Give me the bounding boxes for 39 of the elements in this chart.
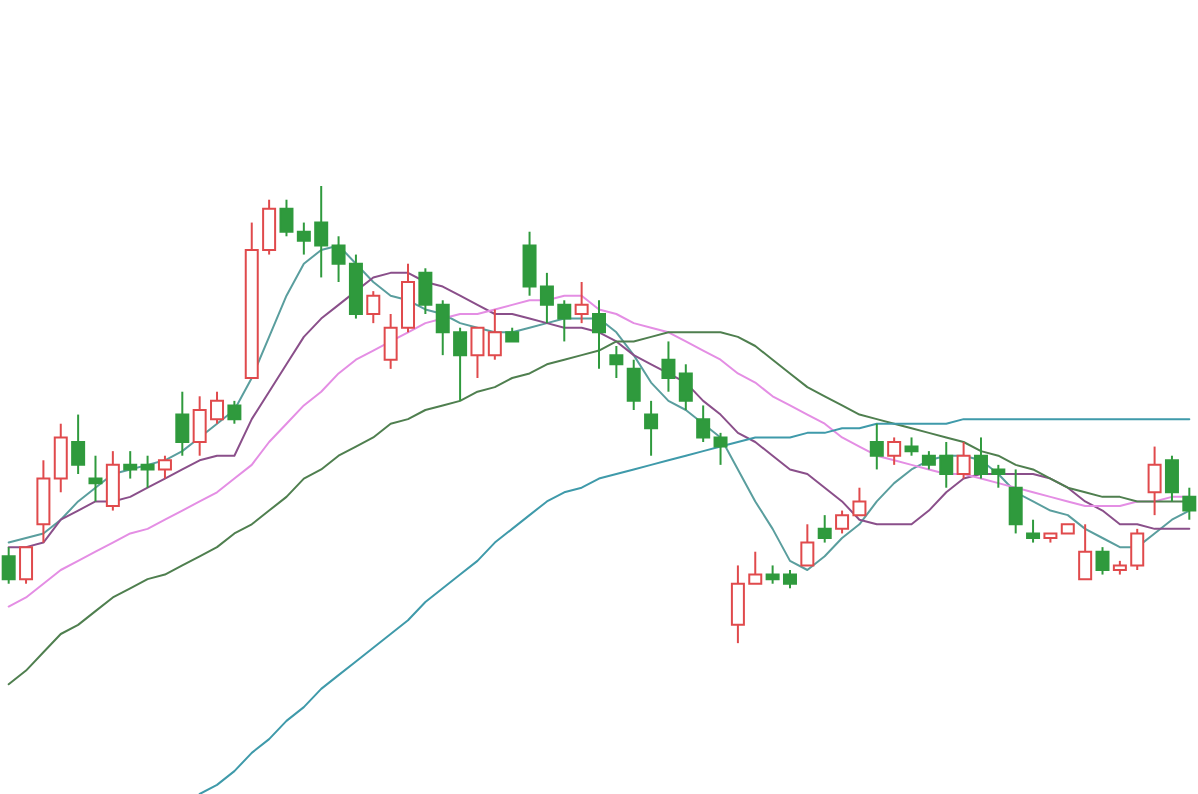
candlestick	[1164, 454, 1179, 503]
candlestick	[157, 454, 172, 480]
candlestick	[713, 431, 728, 466]
candlestick	[1008, 468, 1023, 535]
candlestick	[1147, 445, 1162, 517]
candlestick	[123, 450, 138, 480]
candlestick	[644, 399, 659, 457]
candlestick	[956, 441, 971, 480]
candlestick	[609, 345, 624, 379]
candlestick	[71, 413, 86, 475]
candlestick	[140, 454, 155, 489]
candlestick	[36, 459, 51, 544]
candlestick	[887, 436, 902, 466]
candlestick	[279, 198, 294, 238]
candlestick	[626, 358, 641, 411]
candlestick	[817, 514, 832, 544]
candlestick	[19, 546, 34, 585]
candlestick	[88, 454, 103, 503]
candlestick	[470, 326, 485, 379]
candlestick	[678, 363, 693, 411]
candlestick	[487, 308, 502, 361]
candlestick	[696, 404, 711, 443]
candlestick	[53, 422, 68, 494]
candlestick	[574, 281, 589, 325]
candlestick	[1095, 546, 1110, 576]
candlestick	[418, 267, 433, 315]
candlestick	[904, 436, 919, 457]
candlestick	[869, 422, 884, 471]
candlestick	[105, 450, 120, 512]
candlestick	[592, 299, 606, 370]
candlestick	[366, 290, 381, 325]
candlestick	[1182, 486, 1197, 521]
candlestick	[1078, 523, 1093, 581]
candlestick	[661, 340, 676, 393]
candlestick	[800, 523, 815, 567]
candlestick	[227, 399, 242, 425]
candlestick	[1, 546, 16, 585]
candlestick	[175, 390, 190, 457]
candlestick	[1026, 518, 1041, 544]
